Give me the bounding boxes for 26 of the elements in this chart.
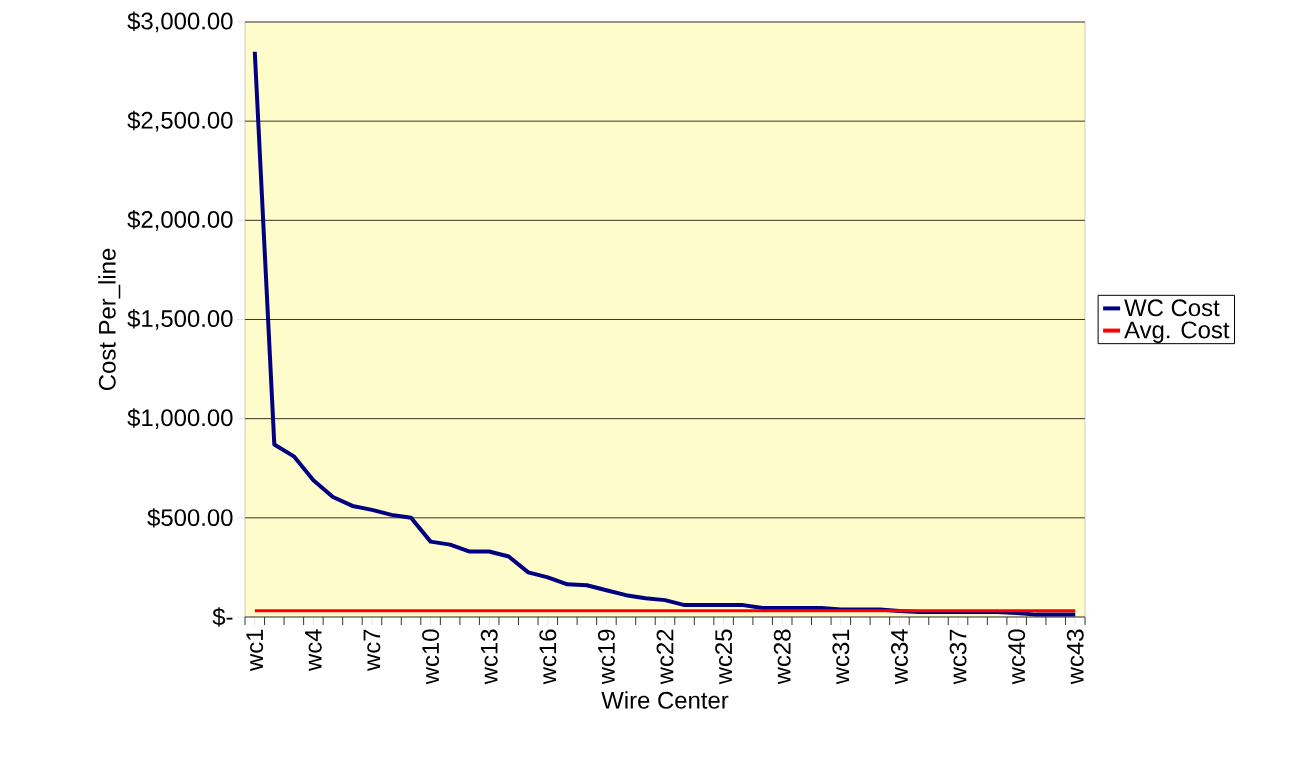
x-tick-label: wc40 [1008,629,1026,685]
y-tick-label: $- [212,607,233,627]
y-tick-label: $500.00 [147,508,233,528]
x-tick-label: wc37 [949,629,967,685]
y-tick-label: $2,500.00 [127,110,233,132]
x-axis-title: Wire Center [601,691,729,709]
legend-label: Avg. Cost [1124,321,1230,344]
y-tick-label: $1,000.00 [127,408,233,430]
y-tick-label: $1,500.00 [127,309,233,330]
x-tick-label: wc43 [1066,629,1084,685]
y-tick-label: $2,000.00 [127,209,233,231]
x-tick-label: wc31 [832,629,850,685]
x-tick-label: wc7 [363,629,381,672]
x-tick-label: wc16 [539,629,557,685]
x-tick-label: wc1 [246,629,264,672]
x-tick-label: wc28 [773,629,791,685]
y-tick-label: $3,000.00 [127,11,233,33]
x-tick-label: wc34 [890,629,908,685]
x-tick-label: wc25 [715,629,733,685]
x-tick-label: wc22 [656,629,674,685]
legend-label: WC Cost [1124,299,1220,317]
y-axis-title: Cost Per_line [98,248,121,391]
x-tick-label: wc13 [480,629,498,685]
x-tick-label: wc19 [597,629,615,685]
x-tick-label: wc10 [422,629,440,685]
x-tick-label: wc4 [305,629,322,672]
